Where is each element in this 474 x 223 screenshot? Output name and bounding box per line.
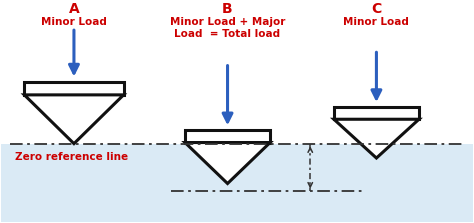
Bar <box>0 144 474 222</box>
Polygon shape <box>185 142 270 184</box>
Text: A: A <box>69 2 79 16</box>
Bar <box>24 82 124 95</box>
Bar <box>334 107 419 119</box>
Text: Zero reference line: Zero reference line <box>15 153 128 163</box>
Text: Minor Load: Minor Load <box>344 17 410 27</box>
Polygon shape <box>334 119 419 158</box>
Bar <box>185 130 270 142</box>
Text: Minor Load + Major
Load  = Total load: Minor Load + Major Load = Total load <box>170 17 285 39</box>
Text: B: B <box>222 2 233 16</box>
Text: Minor Load: Minor Load <box>41 17 107 27</box>
Polygon shape <box>24 95 124 144</box>
Text: C: C <box>371 2 382 16</box>
